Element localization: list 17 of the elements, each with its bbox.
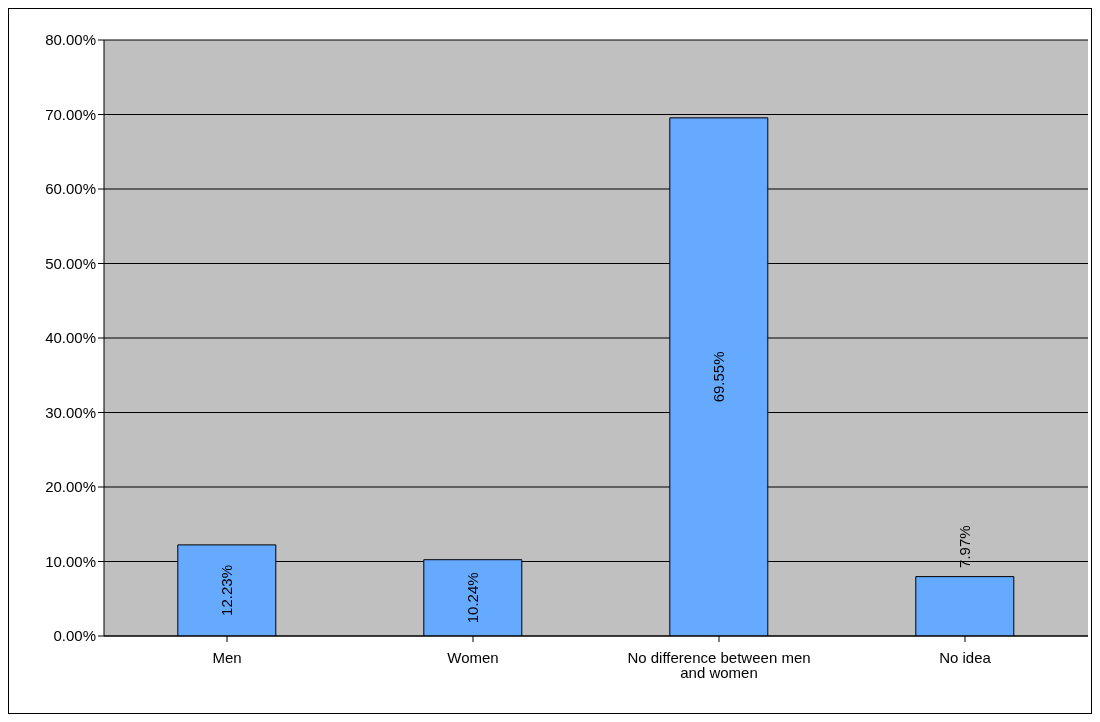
y-tick-label: 0.00% <box>53 627 96 645</box>
y-tick-label: 10.00% <box>45 552 96 570</box>
y-tick-label: 80.00% <box>45 31 96 49</box>
y-tick-label: 20.00% <box>45 478 96 496</box>
data-label: 12.23% <box>218 565 236 616</box>
data-label: 7.97% <box>956 525 974 568</box>
y-tick-label: 60.00% <box>45 180 96 198</box>
y-tick-label: 30.00% <box>45 403 96 421</box>
data-label: 69.55% <box>710 351 728 403</box>
y-tick-label: 70.00% <box>45 105 96 123</box>
x-tick-label: Women <box>447 648 499 666</box>
y-tick-label: 50.00% <box>45 254 96 272</box>
x-tick-label: No idea <box>939 648 992 666</box>
x-tick-label: Men <box>212 648 242 666</box>
y-tick-label: 40.00% <box>45 329 96 347</box>
data-label: 10.24% <box>464 572 482 624</box>
x-tick-label: No difference between men and women <box>627 648 811 681</box>
